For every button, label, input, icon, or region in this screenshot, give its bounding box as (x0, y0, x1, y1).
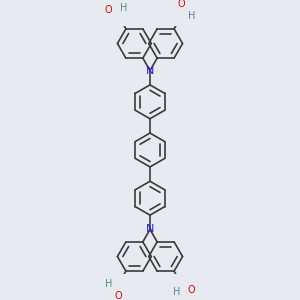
Text: N: N (146, 65, 154, 76)
Text: O: O (177, 0, 185, 9)
Text: H: H (105, 279, 112, 289)
Text: H: H (188, 11, 195, 21)
Text: O: O (104, 5, 112, 15)
Text: H: H (172, 287, 180, 297)
Text: H: H (120, 3, 127, 13)
Text: N: N (146, 224, 154, 235)
Text: O: O (115, 291, 123, 300)
Text: O: O (188, 285, 196, 295)
